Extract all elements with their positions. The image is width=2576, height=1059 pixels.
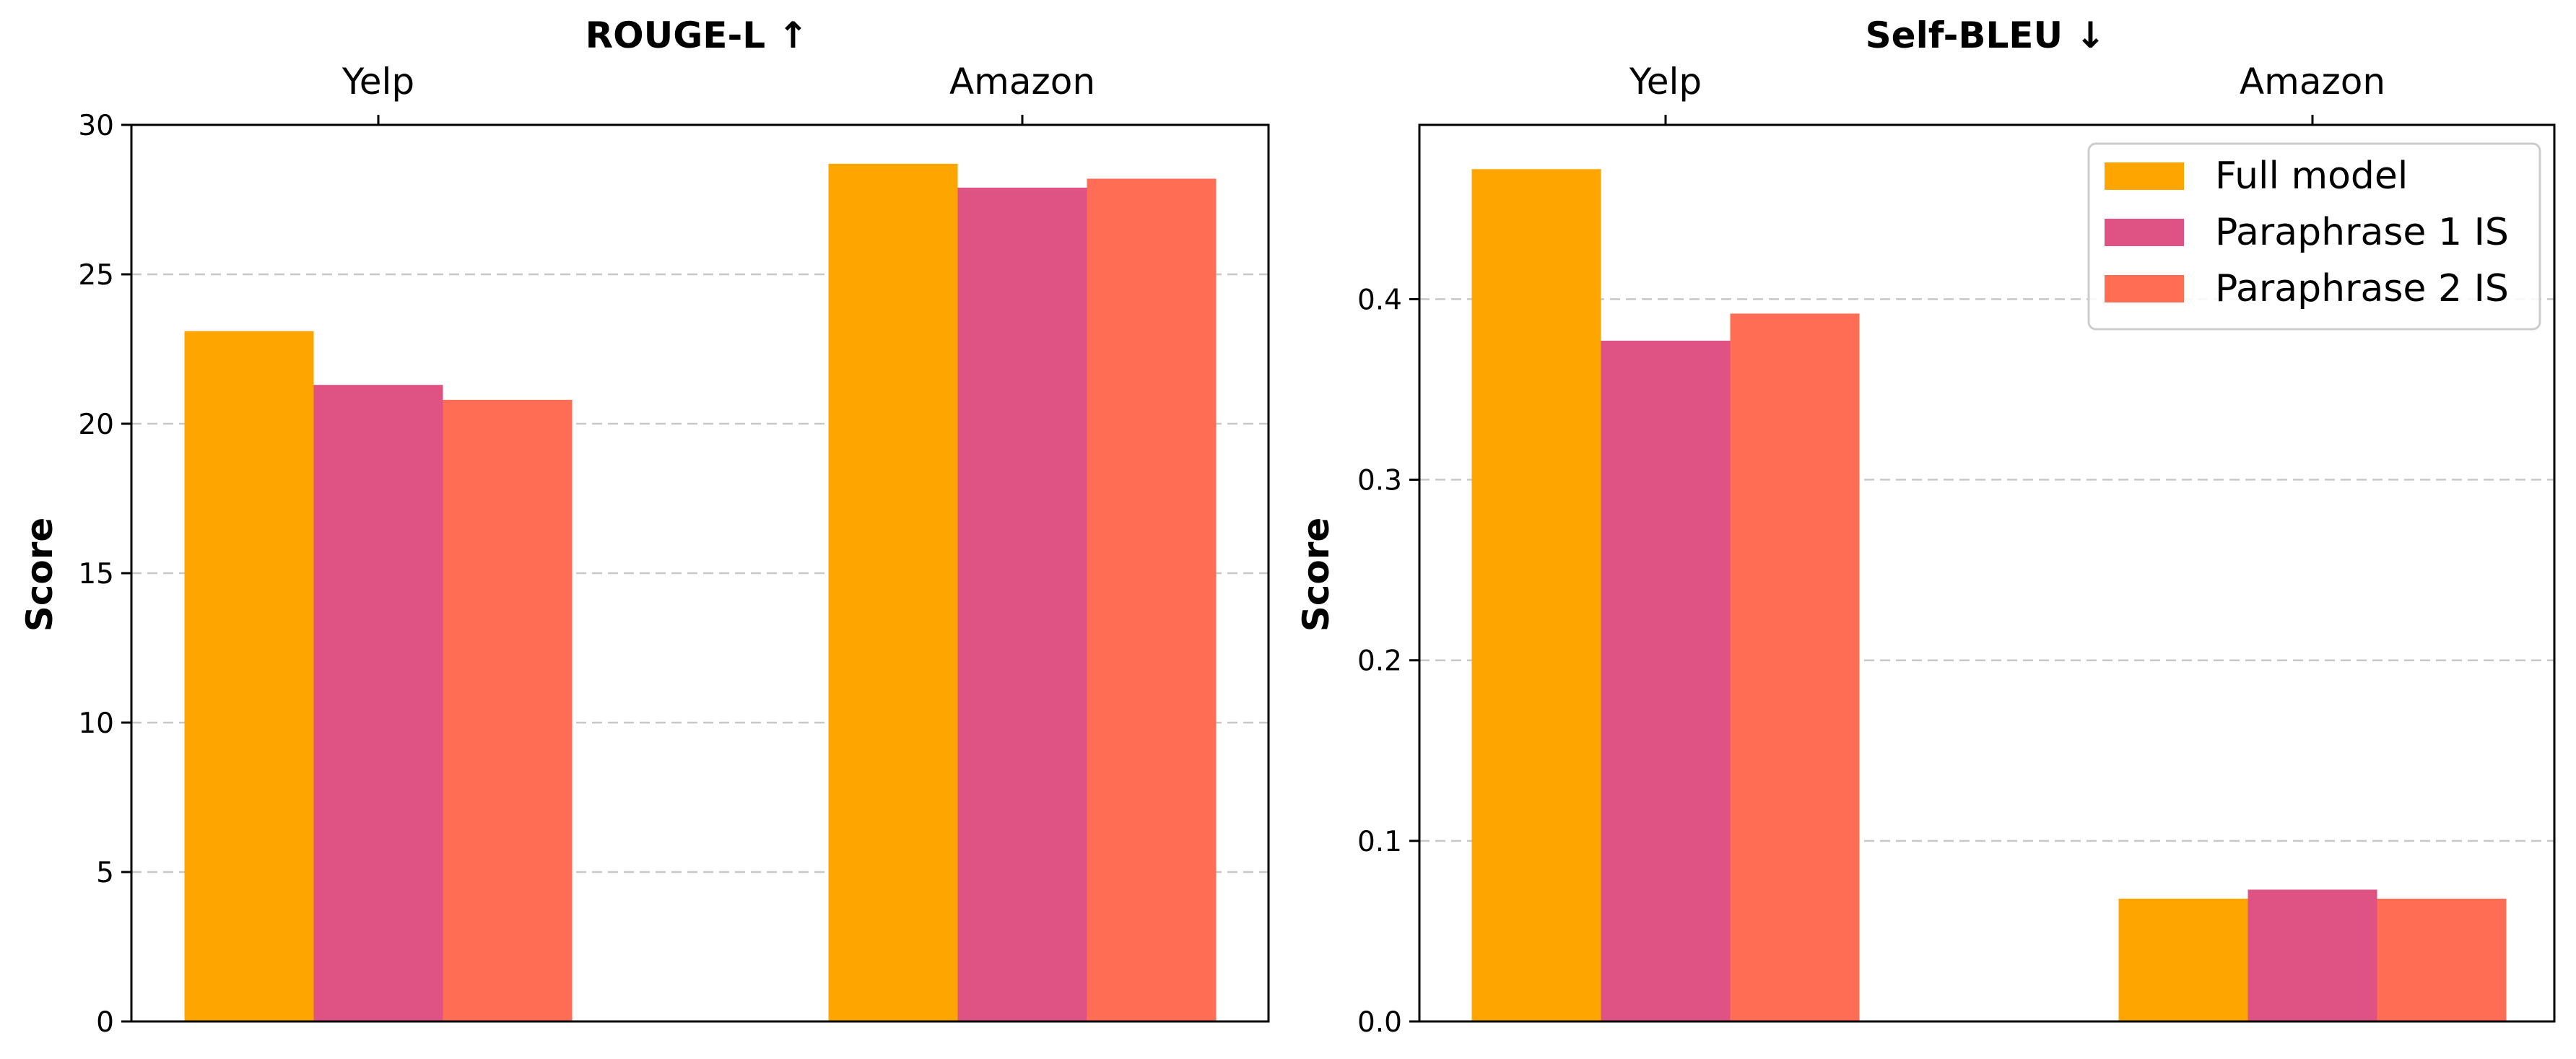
self-bleu-y-axis-label: Score — [1295, 518, 1337, 632]
rouge-l-bar-amazon-paraphrase-2-is — [1087, 178, 1217, 1021]
rouge-l-y-tick-label: 20 — [78, 409, 114, 441]
self-bleu-bar-amazon-full-model — [2118, 898, 2248, 1021]
rouge-l-category-label-yelp: Yelp — [341, 61, 414, 103]
self-bleu-bar-yelp-paraphrase-1-is — [1601, 340, 1731, 1021]
rouge-l-y-tick-label: 0 — [96, 1006, 114, 1039]
rouge-l-panel: ROUGE-L ↑ Score 0 5 10 15 20 25 30 Yelp Amazon — [19, 14, 1270, 1039]
self-bleu-category-ticks: Yelp Amazon — [1629, 61, 2385, 125]
rouge-l-y-axis-label: Score — [19, 518, 61, 632]
legend-swatch-paraphrase-2-is — [2105, 275, 2184, 302]
rouge-l-bar-amazon-full-model — [828, 163, 958, 1021]
rouge-l-y-tick-label: 15 — [78, 558, 114, 590]
legend-swatch-paraphrase-1-is — [2105, 219, 2184, 246]
rouge-l-category-label-amazon: Amazon — [949, 61, 1095, 103]
legend-label-paraphrase-2-is: Paraphrase 2 IS — [2215, 267, 2509, 310]
rouge-l-y-tick-label: 5 — [96, 857, 114, 889]
self-bleu-y-tick-label: 0.4 — [1357, 284, 1402, 316]
rouge-l-y-ticks: 0 5 10 15 20 25 30 — [78, 110, 131, 1039]
self-bleu-bar-yelp-full-model — [1471, 169, 1601, 1022]
rouge-l-category-ticks: Yelp Amazon — [341, 61, 1095, 125]
rouge-l-y-tick-label: 10 — [78, 707, 114, 740]
legend-label-full-model: Full model — [2215, 154, 2408, 198]
self-bleu-axes-frame — [1418, 123, 2556, 1023]
self-bleu-panel: Self-BLEU ↓ Score 0.0 0.1 0.2 0.3 0.4 Yelp Ama… — [1295, 14, 2556, 1039]
rouge-l-bar-amazon-paraphrase-1-is — [957, 187, 1087, 1022]
self-bleu-y-tick-label: 0.2 — [1357, 645, 1402, 678]
rouge-l-title: ROUGE-L ↑ — [586, 14, 809, 56]
rouge-l-bar-yelp-paraphrase-1-is — [313, 385, 443, 1021]
legend-swatch-full-model — [2105, 162, 2184, 190]
self-bleu-title: Self-BLEU ↓ — [1866, 14, 2106, 56]
self-bleu-y-ticks: 0.0 0.1 0.2 0.3 0.4 — [1357, 284, 1419, 1039]
self-bleu-y-tick-label: 0.3 — [1357, 465, 1402, 497]
self-bleu-bars — [1471, 169, 2507, 1022]
self-bleu-category-label-amazon: Amazon — [2240, 61, 2385, 103]
legend-label-paraphrase-1-is: Paraphrase 1 IS — [2215, 211, 2509, 254]
legend-box — [2087, 142, 2541, 331]
legend: Full model Paraphrase 1 IS Paraphrase 2 IS — [2087, 142, 2541, 331]
self-bleu-bar-amazon-paraphrase-2-is — [2377, 898, 2507, 1021]
rouge-l-bar-yelp-full-model — [184, 331, 314, 1021]
self-bleu-y-tick-label: 0.1 — [1357, 826, 1402, 858]
rouge-l-y-tick-label: 30 — [78, 110, 114, 142]
self-bleu-category-label-yelp: Yelp — [1629, 61, 1702, 103]
self-bleu-bar-amazon-paraphrase-1-is — [2248, 889, 2377, 1021]
rouge-l-y-tick-label: 25 — [78, 259, 114, 292]
self-bleu-bar-yelp-paraphrase-2-is — [1730, 313, 1860, 1022]
rouge-l-bars — [184, 163, 1217, 1022]
self-bleu-y-tick-label: 0.0 — [1357, 1006, 1402, 1039]
rouge-l-bar-yelp-paraphrase-2-is — [443, 399, 573, 1021]
